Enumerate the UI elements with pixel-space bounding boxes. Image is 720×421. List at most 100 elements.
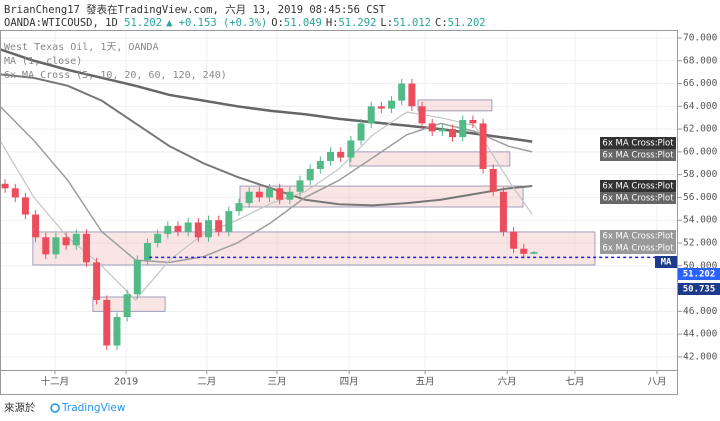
plot-label-bg	[600, 137, 676, 149]
y-tick-label: 44.000	[683, 329, 718, 340]
candle-body	[377, 106, 385, 109]
plot-label: 6x MA Cross:Plot	[602, 232, 674, 242]
candle-body	[255, 191, 263, 198]
x-tick-label: 八月	[647, 377, 666, 388]
candle-body	[72, 233, 80, 246]
footer-source: 來源於	[4, 401, 36, 414]
y-tick-label: 46.000	[683, 306, 718, 317]
candle-body	[11, 188, 19, 198]
moving-average	[0, 105, 533, 264]
candle-body	[459, 119, 467, 138]
candle-body	[398, 83, 406, 101]
y-tick-label: 50.000	[683, 260, 718, 271]
candle-body	[337, 151, 345, 158]
candle-body	[469, 119, 477, 124]
x-tick-label: 二月	[197, 377, 216, 388]
y-tick-label: 62.000	[683, 124, 718, 135]
candle-body	[367, 106, 375, 124]
ohlc-value: 51.012	[393, 17, 431, 29]
candle-body	[316, 160, 324, 169]
x-tick-label: 2019	[114, 377, 138, 388]
candle-body	[164, 225, 172, 234]
candle-body	[388, 100, 396, 109]
candle-body	[489, 168, 497, 192]
y-tick-label: 70.000	[683, 32, 718, 43]
plot-label: 6x MA Cross:Plot	[602, 151, 674, 161]
symbol: OANDA:WTICOUSD, 1D	[4, 17, 118, 29]
candle-body	[347, 140, 355, 158]
plot-label-bg	[600, 180, 676, 192]
price-label-bg	[655, 256, 677, 268]
candle-body	[235, 203, 243, 212]
ohlc-value: 51.049	[284, 17, 322, 29]
y-tick-label: 42.000	[683, 351, 718, 362]
y-tick-label: 64.000	[683, 101, 718, 112]
ohlc-value: 51.202	[448, 17, 486, 29]
candle-body	[479, 123, 487, 169]
y-tick-label: 52.000	[683, 237, 718, 248]
price: 51.202	[124, 17, 162, 29]
chart-frame	[0, 30, 678, 395]
x-tick-label: 五月	[416, 377, 435, 388]
plot-label-bg	[600, 192, 676, 204]
candle-body	[184, 222, 192, 232]
candle-body	[225, 211, 233, 232]
zone	[239, 185, 524, 208]
author-line: BrianCheng17 發表在TradingView.com, 六月 13, …	[4, 3, 386, 16]
y-tick-label: 66.000	[683, 78, 718, 89]
candle-body	[204, 220, 212, 238]
header-quote: OANDA:WTICOUSD, 1D 51.202 ▲ +0.153 (+0.3%…	[4, 17, 486, 29]
moving-average	[0, 111, 533, 301]
candle-body	[93, 262, 101, 300]
candle-body	[174, 225, 182, 232]
ohlc-label: O:	[271, 17, 284, 29]
candle-body	[143, 242, 151, 261]
plot-label: 6x MA Cross:Plot	[602, 139, 674, 149]
candle-body	[438, 129, 446, 132]
footer-brand: TradingView	[61, 402, 126, 414]
plot-label-bg	[600, 149, 676, 161]
price-label-bg	[678, 283, 720, 295]
change: ▲ +0.153 (+0.3%)	[166, 17, 267, 29]
candle-body	[82, 233, 90, 263]
x-tick-label: 三月	[267, 377, 286, 388]
legend-item: 6x MA Cross (5, 10, 20, 60, 120, 240)	[4, 70, 227, 81]
ohlc-label: C:	[435, 17, 448, 29]
x-tick-label: 四月	[340, 377, 359, 388]
y-tick-label: 54.000	[683, 215, 718, 226]
plot-label: 6x MA Cross:Plot	[602, 194, 674, 204]
candle-body	[32, 214, 40, 238]
price-label-bg	[678, 268, 720, 280]
price-label: MA	[661, 258, 672, 268]
candle-body	[520, 248, 528, 254]
plot-label: 6x MA Cross:Plot	[602, 244, 674, 254]
legend-item: West Texas Oil, 1天, OANDA	[4, 42, 159, 53]
plot-area	[0, 30, 678, 370]
plot-label-bg	[600, 230, 676, 242]
candle-body	[530, 252, 538, 254]
candle-body	[286, 191, 294, 200]
ohlc-label: L:	[380, 17, 393, 29]
candle-body	[123, 294, 131, 318]
candle-body	[62, 237, 70, 246]
y-tick-label: 56.000	[683, 192, 718, 203]
candle-body	[296, 180, 304, 192]
candle-body	[327, 151, 335, 161]
candle-body	[428, 123, 436, 132]
x-tick-label: 十二月	[41, 376, 70, 388]
candle-body	[499, 191, 507, 232]
candle-body	[510, 231, 518, 249]
candle-body	[306, 168, 314, 181]
candle-body	[449, 129, 457, 138]
ohlc-value: 51.292	[338, 17, 376, 29]
plot-label: 6x MA Cross:Plot	[602, 182, 674, 192]
zone	[349, 151, 511, 167]
candle-body	[418, 106, 426, 124]
candle-body	[245, 191, 253, 204]
price-label: 50.735	[683, 285, 716, 295]
ohlc-label: H:	[326, 17, 339, 29]
candle-body	[21, 197, 29, 215]
candle-body	[194, 222, 202, 238]
footer-logo	[50, 403, 60, 413]
